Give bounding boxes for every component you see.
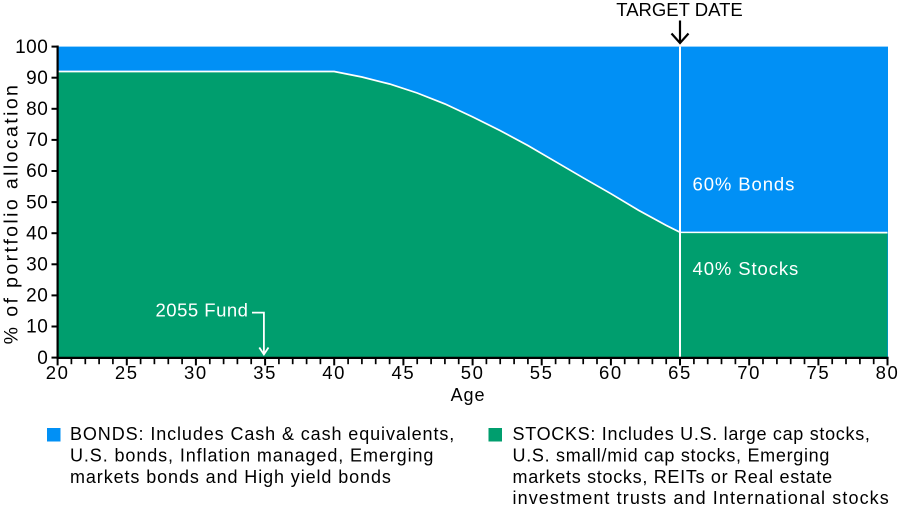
svg-text:U.S. small/mid cap stocks, Eme: U.S. small/mid cap stocks, Emerging (513, 446, 831, 466)
svg-text:55: 55 (530, 362, 554, 383)
svg-text:% of portfolio allocation: % of portfolio allocation (1, 83, 23, 345)
svg-text:STOCKS: Includes U.S. large ca: STOCKS: Includes U.S. large cap stocks, (513, 424, 871, 444)
svg-text:markets stocks, REITs or Real: markets stocks, REITs or Real estate (513, 467, 833, 487)
svg-text:80: 80 (26, 99, 48, 120)
svg-text:50: 50 (26, 192, 48, 213)
svg-text:60% Bonds: 60% Bonds (693, 174, 796, 195)
svg-text:20: 20 (26, 286, 48, 307)
svg-text:10: 10 (26, 317, 48, 338)
svg-text:80: 80 (876, 362, 900, 383)
svg-text:50: 50 (461, 362, 485, 383)
svg-text:30: 30 (26, 255, 48, 276)
svg-text:markets bonds and High yield b: markets bonds and High yield bonds (70, 467, 392, 487)
svg-text:investment trusts and Internat: investment trusts and International stoc… (513, 488, 890, 508)
svg-text:75: 75 (807, 362, 831, 383)
svg-text:60: 60 (26, 161, 48, 182)
svg-text:100: 100 (15, 37, 48, 58)
svg-text:90: 90 (26, 68, 48, 89)
svg-text:65: 65 (668, 362, 692, 383)
svg-text:2055 Fund: 2055 Fund (156, 299, 249, 320)
svg-text:0: 0 (37, 348, 48, 369)
svg-text:40: 40 (322, 362, 346, 383)
svg-text:TARGET DATE: TARGET DATE (616, 0, 742, 20)
svg-text:30: 30 (184, 362, 208, 383)
svg-text:35: 35 (253, 362, 277, 383)
svg-text:20: 20 (46, 362, 70, 383)
svg-text:60: 60 (599, 362, 623, 383)
svg-text:Age: Age (451, 385, 486, 405)
svg-text:70: 70 (26, 130, 48, 151)
svg-text:40% Stocks: 40% Stocks (693, 258, 800, 279)
svg-text:40: 40 (26, 223, 48, 244)
svg-text:U.S. bonds, Inflation managed,: U.S. bonds, Inflation managed, Emerging (70, 446, 434, 466)
svg-text:70: 70 (737, 362, 761, 383)
svg-text:25: 25 (115, 362, 139, 383)
svg-text:45: 45 (392, 362, 416, 383)
svg-text:BONDS: Includes Cash & cash eq: BONDS: Includes Cash & cash equivalents, (70, 424, 455, 444)
